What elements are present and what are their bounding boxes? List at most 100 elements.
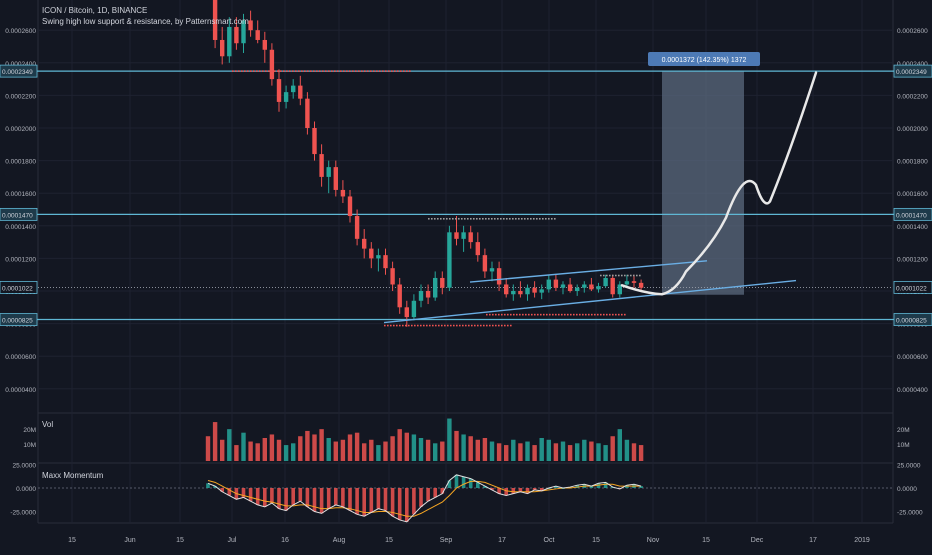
sr-dot — [406, 70, 408, 72]
sr-dot — [453, 324, 455, 327]
sr-dot — [467, 217, 469, 220]
sr-dot — [513, 313, 515, 316]
sr-dot — [238, 70, 240, 72]
sr-dot — [480, 324, 482, 327]
volume-bar — [518, 443, 523, 461]
sr-dot — [594, 313, 596, 316]
x-tick-label: Jun — [124, 537, 135, 544]
momentum-tick-label-left: 0.0000 — [16, 486, 36, 493]
sr-dot — [609, 274, 611, 277]
sr-dot — [462, 324, 464, 327]
volume-bar — [312, 434, 317, 461]
momentum-bar — [504, 488, 508, 496]
sr-dot — [525, 313, 527, 316]
level-tag-left-text: 0.0002349 — [2, 69, 33, 76]
sr-dot — [476, 217, 478, 220]
sr-dot — [506, 217, 508, 220]
sr-dot — [491, 217, 493, 220]
momentum-bar — [525, 488, 530, 494]
candle-body — [440, 277, 445, 288]
sr-dot — [426, 324, 428, 327]
sr-dot — [307, 70, 309, 72]
volume-bar — [504, 445, 509, 461]
sr-dot — [510, 313, 512, 316]
y-tick-label-left: 0.0002000 — [5, 126, 36, 133]
volume-bar — [496, 443, 502, 461]
volume-bar — [511, 439, 516, 461]
momentum-bar — [312, 488, 317, 512]
momentum-bar — [383, 488, 388, 511]
sr-dot — [455, 217, 457, 220]
candle-body — [461, 232, 466, 239]
y-tick-label-right: 0.0000400 — [897, 387, 928, 394]
momentum-bar — [326, 488, 331, 509]
candle-body — [617, 284, 622, 295]
candle-body — [624, 281, 630, 285]
volume-bar — [269, 434, 275, 461]
sr-dot — [232, 70, 234, 72]
sr-dot — [447, 324, 449, 327]
candle-body — [354, 216, 360, 239]
sr-dot — [283, 70, 285, 72]
momentum-bar — [291, 488, 295, 505]
volume-bar — [248, 441, 253, 461]
momentum-bar — [461, 476, 466, 488]
sr-dot — [343, 70, 345, 72]
sr-dot — [277, 70, 279, 72]
momentum-bar — [468, 478, 473, 488]
sr-dot — [435, 324, 437, 327]
candle-body — [220, 39, 225, 57]
momentum-bar — [298, 488, 303, 502]
sr-dot — [479, 217, 481, 220]
target-measure-box — [662, 71, 744, 295]
y-tick-label-left: 0.0000400 — [5, 387, 36, 394]
sr-dot — [423, 324, 425, 327]
volume-bar — [326, 438, 331, 461]
level-tag-left-text: 0.0000825 — [2, 318, 33, 325]
volume-tick-label-left: 20M — [23, 427, 36, 434]
sr-dot — [384, 324, 386, 327]
level-tag-left — [0, 281, 38, 294]
sr-dot — [373, 70, 375, 72]
sr-dot — [554, 217, 556, 220]
y-tick-label-left: 0.0002600 — [5, 28, 36, 35]
sr-dot — [432, 324, 434, 327]
candle-body — [298, 85, 303, 99]
candle-body — [326, 167, 331, 177]
x-tick-label: 15 — [176, 537, 184, 544]
sr-dot — [346, 70, 348, 72]
sr-dot — [486, 324, 488, 327]
candle-body — [411, 300, 417, 318]
sr-dot — [379, 70, 381, 72]
volume-bar — [333, 441, 338, 461]
volume-bar — [624, 439, 630, 461]
sr-dot — [615, 274, 617, 277]
candle-body — [241, 20, 246, 44]
momentum-bar — [277, 488, 281, 509]
candle-body — [511, 291, 516, 295]
sr-dot — [630, 274, 632, 277]
sr-dot — [492, 313, 494, 316]
sr-dot — [564, 313, 566, 316]
momentum-bar — [440, 488, 445, 494]
sr-dot — [253, 70, 255, 72]
candle-body — [631, 281, 637, 283]
sr-dot — [289, 70, 291, 72]
sr-dot — [485, 217, 487, 220]
candle-body — [582, 284, 587, 288]
sr-dot — [555, 313, 557, 316]
momentum-bar — [447, 480, 452, 488]
sr-dot — [545, 217, 547, 220]
volume-bar — [319, 429, 324, 461]
candle-body — [518, 291, 523, 295]
candle-body — [234, 26, 239, 44]
candle-body — [312, 128, 317, 155]
sr-dot — [477, 324, 479, 327]
sr-dot — [591, 313, 593, 316]
sr-dot — [399, 324, 401, 327]
sr-dot — [488, 217, 490, 220]
sr-dot — [615, 313, 617, 316]
sr-dot — [503, 217, 505, 220]
momentum-tick-label-right: 25.0000 — [897, 463, 921, 470]
sr-dot — [403, 70, 405, 72]
